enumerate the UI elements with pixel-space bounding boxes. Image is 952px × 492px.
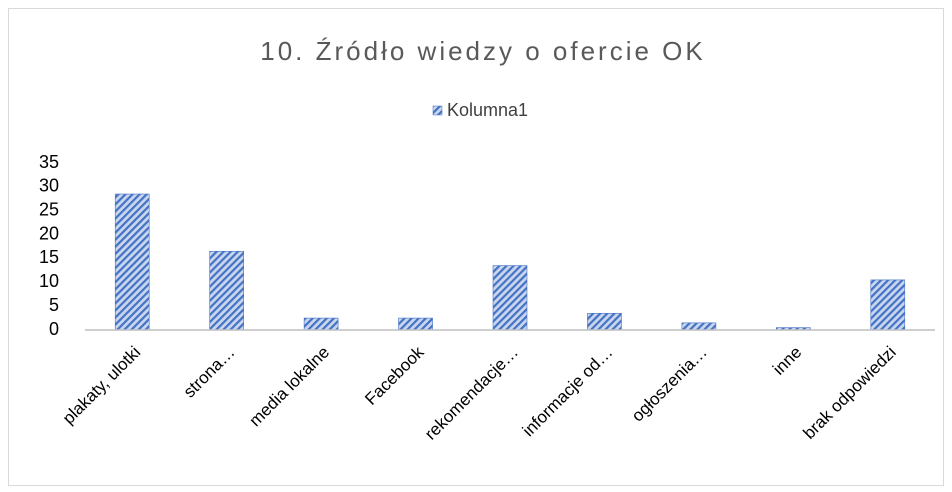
bar <box>870 279 906 331</box>
y-tick-label: 0 <box>49 319 59 339</box>
y-tick-label: 30 <box>39 176 59 196</box>
legend-label: Kolumna1 <box>447 100 528 120</box>
bar <box>303 317 339 331</box>
bar <box>681 322 717 331</box>
bar <box>587 312 622 331</box>
y-tick-label: 35 <box>39 152 59 172</box>
bar <box>398 317 433 331</box>
y-tick-label: 20 <box>39 223 59 243</box>
y-tick-label: 10 <box>39 271 59 291</box>
chart-title: 10. Źródło wiedzy o ofercie OK <box>260 36 706 66</box>
bar <box>492 265 528 331</box>
y-tick-label: 15 <box>39 247 59 267</box>
bar <box>209 250 244 331</box>
chart-frame <box>8 8 944 486</box>
legend-marker <box>432 105 443 116</box>
y-tick-label: 5 <box>49 295 59 315</box>
bar <box>114 193 150 331</box>
y-tick-label: 25 <box>39 199 59 219</box>
